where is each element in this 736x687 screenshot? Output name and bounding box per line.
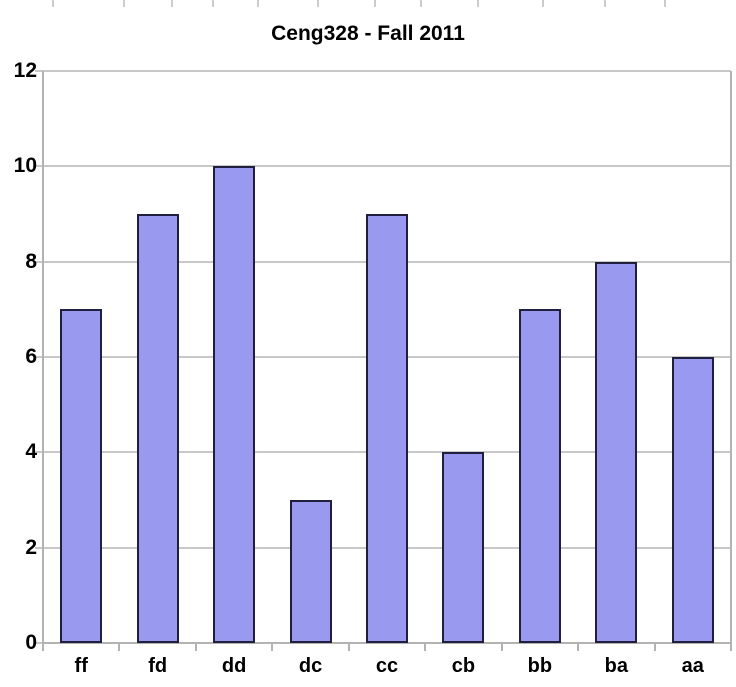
x-axis-label-dc: dc	[298, 655, 323, 677]
top-edge-tick	[257, 0, 259, 7]
top-edge-tick	[123, 0, 125, 7]
y-axis-label: 10	[13, 154, 37, 178]
top-edge-tick	[420, 0, 422, 7]
y-axis-tick	[35, 356, 43, 358]
bar-dc	[289, 500, 332, 643]
x-axis-label-ba: ba	[604, 655, 628, 677]
y-axis-label: 0	[25, 631, 37, 654]
x-axis-label-ff: ff	[74, 655, 88, 677]
x-axis-tick	[577, 643, 580, 651]
y-axis-tick	[35, 165, 43, 168]
x-axis-tick	[194, 643, 197, 651]
bar-bb	[518, 309, 561, 643]
top-edge-tick	[317, 0, 319, 7]
top-edge-tick	[604, 0, 606, 7]
bar-fd	[136, 214, 179, 643]
y-axis-tick	[35, 70, 43, 72]
y-axis-tick	[35, 260, 43, 263]
x-axis-label-aa: aa	[681, 655, 704, 677]
top-edge-tick	[374, 0, 376, 7]
y-gridline	[43, 70, 731, 72]
y-axis-label: 4	[25, 440, 37, 464]
bar-dd	[213, 166, 256, 643]
x-axis-tick	[42, 643, 44, 651]
x-axis-tick	[347, 643, 350, 651]
right-axis-line	[730, 71, 732, 643]
bar-aa	[671, 357, 714, 643]
y-axis-tick	[35, 642, 43, 644]
top-edge-tick	[52, 0, 54, 7]
bar-cc	[366, 214, 408, 643]
bar-ff	[60, 309, 103, 643]
x-axis-label-dd: dd	[221, 655, 247, 677]
y-axis-tick	[35, 451, 43, 454]
bar-cb	[442, 452, 485, 643]
y-axis-label: 2	[25, 535, 37, 559]
y-axis-label: 12	[13, 59, 37, 82]
x-axis-tick	[653, 643, 656, 651]
x-axis-tick	[730, 643, 732, 651]
bar-ba	[595, 261, 638, 643]
x-axis-tick	[500, 643, 503, 651]
top-edge-tick	[171, 0, 173, 7]
x-axis-label-cb: cb	[451, 655, 476, 677]
x-axis-line	[42, 642, 732, 644]
chart-title: Ceng328 - Fall 2011	[271, 22, 465, 45]
y-axis-line	[42, 71, 44, 643]
y-axis-tick	[35, 546, 43, 549]
x-axis-label-cc: cc	[375, 655, 399, 677]
y-gridline	[43, 165, 731, 168]
top-edge-tick	[664, 0, 666, 7]
y-axis-label: 6	[25, 345, 37, 368]
top-edge-tick	[542, 0, 544, 7]
y-axis-label: 8	[25, 249, 37, 273]
x-axis-tick	[118, 643, 121, 651]
x-axis-tick	[424, 643, 427, 651]
top-edge-tick	[212, 0, 214, 7]
top-edge-tick	[477, 0, 479, 7]
x-axis-tick	[271, 643, 274, 651]
x-axis-label-bb: bb	[527, 655, 553, 677]
x-axis-label-fd: fd	[148, 655, 168, 677]
